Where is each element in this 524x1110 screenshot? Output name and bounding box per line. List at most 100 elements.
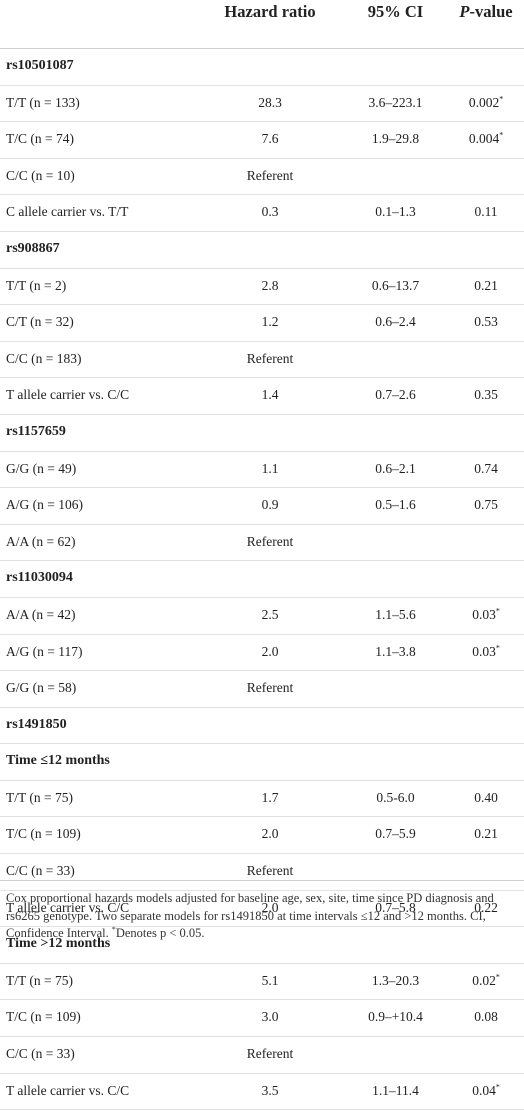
- ci-cell: 1.9–29.8: [371, 131, 420, 147]
- table-row: T allele carrier vs. C/C 3.5 1.1–11.4 0.04*: [0, 1074, 524, 1110]
- table-row: T allele carrier vs. C/C 2.0 0.7–5.8 0.22: [0, 891, 524, 928]
- significance-mark: *: [495, 643, 500, 652]
- p-value-text: 0.03: [472, 643, 496, 659]
- hazard-ratio-cell: 7.6: [261, 131, 279, 147]
- hazard-ratio-cell: 2.0: [261, 899, 279, 915]
- table-row: C/C (n = 10) Referent: [0, 159, 524, 196]
- p-value-cell: 0.03*: [448, 607, 524, 623]
- section-label: Time >12 months: [6, 936, 111, 952]
- p-value-cell: 0.40: [448, 790, 524, 806]
- table-row: G/G (n = 49) 1.1 0.6–2.1 0.74: [0, 452, 524, 489]
- p-value-cell: 0.04*: [448, 1083, 524, 1099]
- significance-mark: *: [499, 130, 504, 140]
- hazard-ratio-cell: 0.9: [261, 497, 279, 513]
- genotype-label: G/G (n = 58): [6, 680, 77, 696]
- table-row: C allele carrier vs. T/T 0.3 0.1–1.3 0.11: [0, 195, 524, 232]
- hazard-ratio-cell: Referent: [246, 350, 294, 366]
- ci-cell: 0.5–1.6: [375, 497, 416, 513]
- genotype-label: G/G (n = 49): [6, 460, 77, 476]
- ci-cell: 3.6–223.1: [368, 94, 423, 110]
- ci-cell: 0.1–1.3: [375, 204, 416, 220]
- p-value-cell: 0.02*: [448, 973, 524, 989]
- hazard-ratio-cell: 0.3: [261, 204, 279, 220]
- table-row: T/C (n = 109) 3.0 0.9–+10.4 0.08: [0, 1000, 524, 1038]
- genotype-label: C/T (n = 32): [6, 314, 74, 330]
- genotype-label: T allele carrier vs. C/C: [6, 387, 130, 403]
- ci-cell: 0.9–+10.4: [368, 1009, 423, 1025]
- genotype-label: T allele carrier vs. C/C: [6, 899, 130, 915]
- genotype-label: A/G (n = 117): [6, 643, 83, 659]
- table-row: T/T (n = 2) 2.8 0.6–13.7 0.21: [0, 269, 524, 306]
- table-row: T allele carrier vs. C/C 1.4 0.7–2.6 0.35: [0, 378, 524, 415]
- genotype-label: A/A (n = 62): [6, 533, 76, 549]
- ci-cell: 0.6–2.4: [375, 314, 416, 330]
- footnote-divider: [0, 880, 524, 881]
- hazard-ratio-cell: Referent: [246, 167, 294, 183]
- ci-cell: 0.7–2.6: [375, 387, 416, 403]
- hazard-ratio-cell: 5.1: [261, 972, 279, 988]
- p-value-text: 0.75: [474, 497, 498, 513]
- genotype-label: A/A (n = 42): [6, 606, 76, 622]
- table-row: C/T (n = 32) 1.2 0.6–2.4 0.53: [0, 305, 524, 342]
- p-value-cell: 0.21: [448, 826, 524, 842]
- section-label: rs1491850: [6, 716, 67, 732]
- ci-cell: 0.7–5.8: [375, 899, 416, 915]
- table-row: C/C (n = 33) Referent: [0, 1037, 524, 1074]
- table-row: A/A (n = 42) 2.5 1.1–5.6 0.03*: [0, 598, 524, 635]
- p-value-text: 0.74: [474, 460, 498, 476]
- p-value-text: 0.04: [472, 1082, 496, 1098]
- hazard-ratio-cell: 1.2: [261, 314, 279, 330]
- p-value-text: 0.22: [474, 899, 498, 915]
- genotype-label: T/T (n = 133): [6, 94, 80, 110]
- p-value-cell: 0.03*: [448, 644, 524, 660]
- table-row: T/T (n = 75) 1.7 0.5-6.0 0.40: [0, 781, 524, 818]
- p-value-text: 0.03: [472, 606, 496, 622]
- genotype-label: T allele carrier vs. C/C: [6, 1082, 130, 1098]
- section-header-row: Time ≤12 months: [0, 744, 524, 781]
- p-value-cell: 0.21: [448, 278, 524, 294]
- section-header-row: rs1491850: [0, 708, 524, 745]
- footnote-main: Cox proportional hazards models adjusted…: [6, 891, 494, 940]
- genotype-label: A/G (n = 106): [6, 497, 83, 513]
- table-row: C/C (n = 183) Referent: [0, 342, 524, 379]
- section-header-row: rs11030094: [0, 561, 524, 598]
- section-header-row: rs10501087: [0, 49, 524, 86]
- footnote-tail: Denotes p < 0.05.: [115, 926, 205, 940]
- header-ci: 95% CI: [367, 2, 424, 21]
- significance-mark: *: [495, 972, 500, 982]
- table-row: T/T (n = 75) 5.1 1.3–20.3 0.02*: [0, 964, 524, 1001]
- table-body: rs10501087 T/T (n = 133) 28.3 3.6–223.1 0.00…: [0, 49, 524, 1110]
- p-value-cell: 0.75: [448, 497, 524, 513]
- genotype-label: T/T (n = 75): [6, 789, 73, 805]
- hazard-ratio-cell: Referent: [246, 680, 294, 696]
- hazard-ratio-cell: Referent: [246, 533, 294, 549]
- p-value-text: 0.11: [474, 204, 498, 220]
- hazard-ratio-cell: 2.0: [261, 826, 279, 842]
- hazard-ratio-cell: 2.0: [261, 643, 279, 659]
- table-row: G/G (n = 58) Referent: [0, 671, 524, 708]
- genotype-label: C/C (n = 33): [6, 1046, 75, 1062]
- p-value-text: 0.004: [468, 131, 500, 147]
- table-row: T/C (n = 109) 2.0 0.7–5.9 0.21: [0, 817, 524, 855]
- p-value-text: 0.35: [474, 387, 498, 403]
- genotype-label: C/C (n = 10): [6, 167, 75, 183]
- table-row: A/A (n = 62) Referent: [0, 525, 524, 562]
- hazard-ratio-cell: 28.3: [258, 94, 282, 110]
- genotype-label: T/T (n = 75): [6, 972, 73, 988]
- section-label: rs908867: [6, 240, 60, 256]
- p-value-cell: 0.11: [448, 204, 524, 220]
- table-row: T/T (n = 133) 28.3 3.6–223.1 0.002*: [0, 86, 524, 123]
- ci-cell: 0.7–5.9: [375, 826, 416, 842]
- p-value-cell: 0.35: [448, 387, 524, 403]
- hazard-ratio-cell: Referent: [246, 1046, 294, 1062]
- ci-cell: 1.1–5.6: [375, 606, 416, 622]
- footnote-star: *: [111, 924, 116, 934]
- table-footnote: Cox proportional hazards models adjusted…: [6, 890, 518, 943]
- section-label: Time ≤12 months: [6, 753, 110, 769]
- significance-mark: *: [495, 1082, 500, 1092]
- p-value-text: 0.002: [468, 94, 500, 110]
- ci-cell: 1.1–3.8: [375, 643, 416, 659]
- header-hazard-ratio: Hazard ratio: [224, 2, 316, 21]
- genotype-label: T/T (n = 2): [6, 277, 67, 293]
